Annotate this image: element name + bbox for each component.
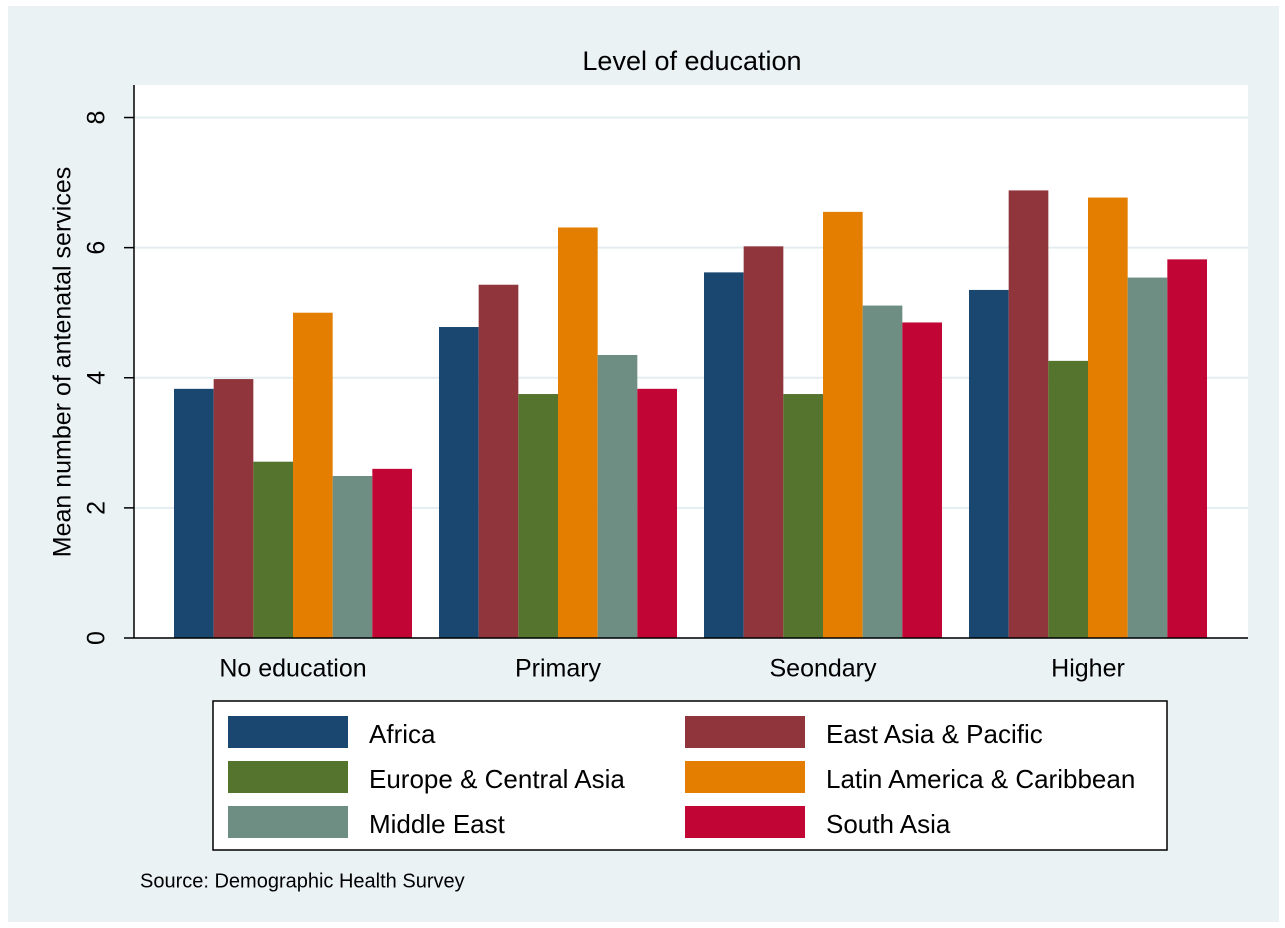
legend-swatch <box>228 761 348 793</box>
bar <box>1088 197 1128 638</box>
legend-swatch <box>685 761 805 793</box>
y-tick-label: 4 <box>83 371 111 385</box>
y-tick-label: 0 <box>83 631 111 645</box>
legend-label: South Asia <box>826 809 951 839</box>
y-tick-label: 6 <box>83 241 111 255</box>
legend-swatch <box>685 806 805 838</box>
chart-title: Level of education <box>582 46 801 76</box>
bar <box>783 394 823 638</box>
bar <box>637 388 677 638</box>
bar <box>902 322 942 638</box>
bar <box>1127 277 1168 638</box>
bar <box>372 468 412 638</box>
bar <box>823 211 863 639</box>
x-tick-label: No education <box>219 655 366 683</box>
bar <box>969 289 1009 638</box>
bar <box>558 227 598 638</box>
bar <box>332 476 373 638</box>
legend-label: Europe & Central Asia <box>369 764 625 794</box>
bar <box>174 388 214 638</box>
bar <box>704 272 744 638</box>
bar <box>439 327 479 638</box>
y-tick-label: 8 <box>83 111 111 125</box>
legend-label: Africa <box>369 719 436 749</box>
x-tick-label: Seondary <box>769 655 877 683</box>
bar <box>1167 259 1207 638</box>
bar <box>1008 190 1049 638</box>
legend-label: Latin America & Caribbean <box>826 764 1135 794</box>
x-tick-label: Primary <box>515 655 602 683</box>
y-tick-label: 2 <box>83 501 111 515</box>
bar <box>518 394 558 638</box>
bar <box>253 461 293 638</box>
legend-swatch <box>228 716 348 748</box>
bar <box>743 246 784 638</box>
bar <box>213 379 254 638</box>
legend-label: East Asia & Pacific <box>826 719 1043 749</box>
legend-swatch <box>685 716 805 748</box>
bar <box>1048 360 1088 638</box>
bar <box>862 305 903 638</box>
legend-swatch <box>228 806 348 838</box>
y-axis-label: Mean number of antenatal services <box>49 167 77 558</box>
legend-label: Middle East <box>369 809 506 839</box>
bar <box>293 312 333 638</box>
bar <box>478 284 519 638</box>
x-tick-label: Higher <box>1051 655 1125 683</box>
bar <box>597 354 638 638</box>
source-note: Source: Demographic Health Survey <box>140 870 465 892</box>
